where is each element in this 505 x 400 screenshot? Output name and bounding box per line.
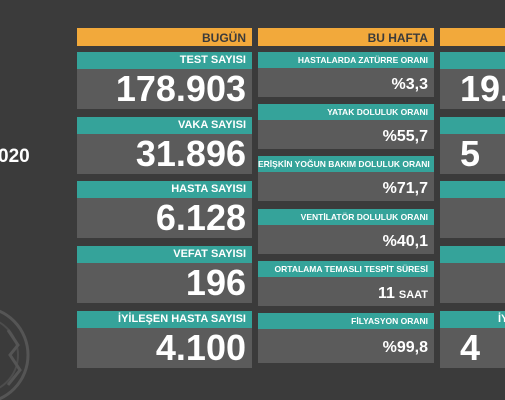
card-value: 11 <box>377 285 395 302</box>
card-value: %71,7 <box>258 172 434 201</box>
card-label <box>440 52 505 69</box>
card-value <box>440 263 505 303</box>
card-label: İY <box>440 311 505 328</box>
card-label: ERİŞKİN YOĞUN BAKIM DOLULUK ORANI <box>258 156 434 172</box>
date-fragment: 020 <box>0 146 30 167</box>
card-value: %40,1 <box>258 225 434 254</box>
card-value: 4 <box>440 328 505 368</box>
header: BUGÜN <box>77 28 252 46</box>
card-value: 196 <box>77 263 252 303</box>
card-label: TEST SAYISI <box>77 52 252 69</box>
card-value: 19.5 <box>440 69 505 109</box>
card-value: 11 SAAT <box>258 277 434 306</box>
card-value: %99,8 <box>258 329 434 363</box>
card-label: İYİLEŞEN HASTA SAYISI <box>77 311 252 328</box>
card-label: FİLYASYON ORANI <box>258 313 434 329</box>
card-label: HASTA SAYISI <box>77 181 252 198</box>
card-value: 5 <box>440 134 505 174</box>
card-label: VENTİLATÖR DOLULUK ORANI <box>258 209 434 225</box>
card-value: 31.896 <box>77 134 252 174</box>
header <box>440 28 505 46</box>
card-unit: SAAT <box>398 289 428 301</box>
card-value <box>440 198 505 238</box>
card-value: 178.903 <box>77 69 252 109</box>
card-value: 4.100 <box>77 328 252 368</box>
header: BU HAFTA <box>258 28 434 46</box>
card-label <box>440 181 505 198</box>
card-value: 6.128 <box>77 198 252 238</box>
card-label: VAKA SAYISI <box>77 117 252 134</box>
card-label: HASTALARDA ZATÜRRE ORANI <box>258 52 434 68</box>
card-value: %3,3 <box>258 68 434 97</box>
card-label: YATAK DOLULUK ORANI <box>258 104 434 120</box>
card-value: %55,7 <box>258 120 434 149</box>
card-label <box>440 246 505 263</box>
card-label <box>440 117 505 134</box>
emblem <box>0 309 30 400</box>
card-label: VEFAT SAYISI <box>77 246 252 263</box>
card-label: ORTALAMA TEMASLI TESPİT SÜRESİ <box>258 261 434 277</box>
